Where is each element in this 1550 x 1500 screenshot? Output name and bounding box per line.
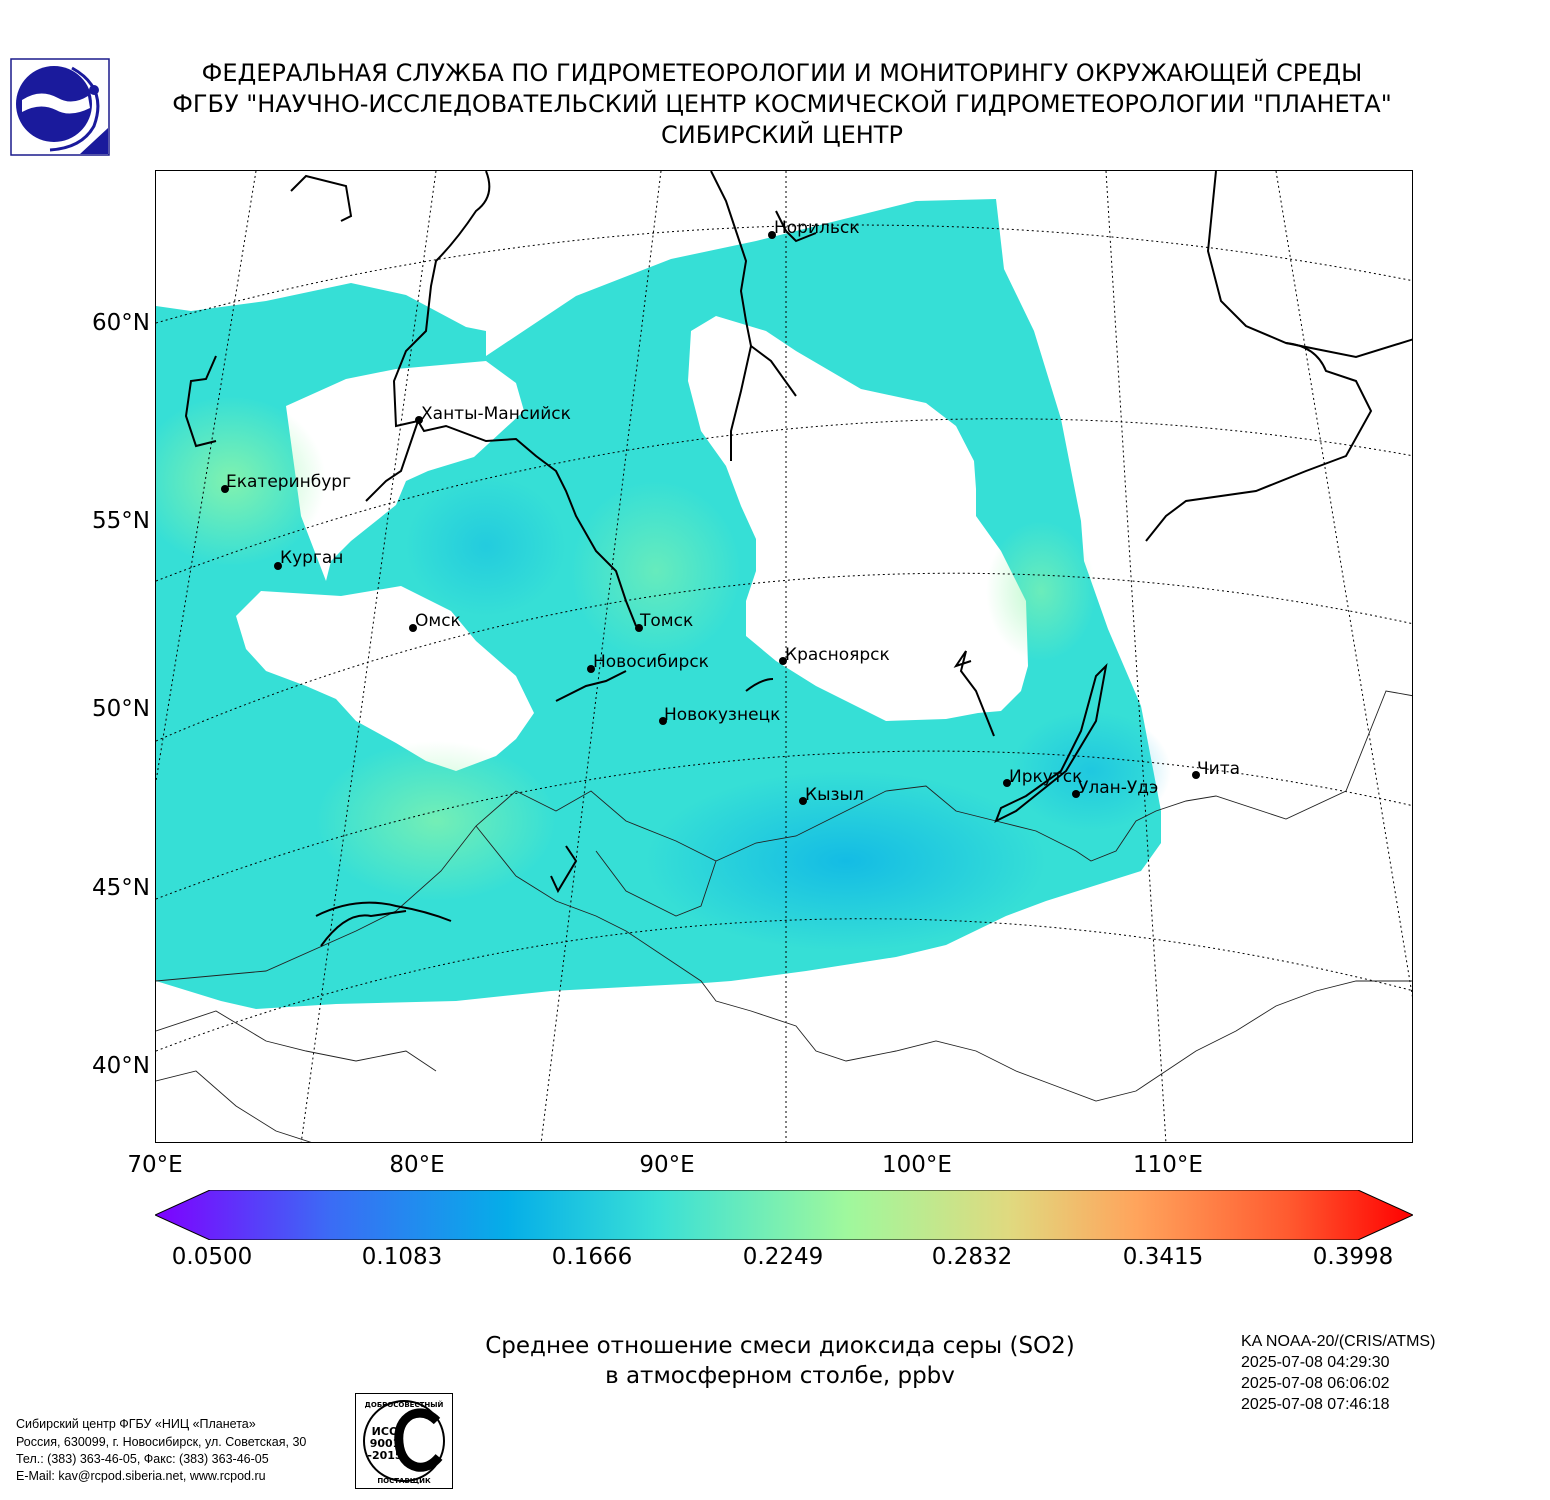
so2-map [155, 170, 1413, 1143]
city-marker [587, 665, 595, 673]
city-marker [779, 657, 787, 665]
city-label-ulan-ude: Улан-Удэ [1078, 778, 1159, 798]
colorbar-tick: 0.3415 [1122, 1244, 1204, 1270]
city-label-tomsk: Томск [640, 611, 694, 631]
footer-line-3: Тел.: (383) 363-46-05, Факс: (383) 363-4… [16, 1452, 269, 1466]
rivers-coast [184, 171, 1412, 947]
city-label-krasnoyarsk: Красноярск [785, 645, 890, 665]
lat-label-45: 45°N [92, 875, 150, 901]
lat-label-50: 50°N [92, 696, 150, 722]
header-line-1: ФЕДЕРАЛЬНАЯ СЛУЖБА ПО ГИДРОМЕТЕОРОЛОГИИ … [201, 59, 1363, 87]
header-line-2: ФГБУ "НАУЧНО-ИССЛЕДОВАТЕЛЬСКИЙ ЦЕНТР КОС… [172, 90, 1392, 118]
lat-label-60: 60°N [92, 310, 150, 336]
lat-label-40: 40°N [92, 1053, 150, 1079]
satellite-name: KA NOAA-20/(CRIS/ATMS) [1241, 1333, 1436, 1350]
footer-line-2: Россия, 630099, г. Новосибирск, ул. Сове… [16, 1435, 307, 1449]
lat-label-55: 55°N [92, 508, 150, 534]
map-title-line-2: в атмосферном столбе, ppbv [605, 1363, 955, 1389]
lon-label-70: 70°E [127, 1152, 183, 1178]
pass-time-1: 2025-07-08 04:29:30 [1241, 1354, 1390, 1371]
iso-bottom-text: ПОСТАВЩИК [377, 1477, 431, 1485]
city-label-kurgan: Курган [280, 548, 344, 568]
iso-top-text: ДОБРОСОВЕСТНЫЙ [365, 1400, 444, 1409]
lon-label-90: 90°E [639, 1152, 695, 1178]
lon-label-80: 80°E [389, 1152, 445, 1178]
city-marker [409, 624, 417, 632]
city-label-yekaterinburg: Екатеринбург [226, 472, 352, 492]
borders [156, 690, 1412, 1142]
colorbar-tick: 0.0500 [171, 1244, 253, 1270]
colorbar-tick: 0.2832 [931, 1244, 1013, 1270]
footer-line-4: E-Mail: kav@rcpod.siberia.net, www.rcpod… [16, 1469, 266, 1483]
city-label-kyzyl: Кызыл [805, 785, 864, 805]
footer-line-1: Сибирский центр ФГБУ «НИЦ «Планета» [16, 1417, 256, 1431]
no-data-hole-1 [286, 361, 524, 581]
map-canvas [156, 171, 1412, 1142]
city-marker [659, 717, 667, 725]
colorbar-tick: 0.1666 [551, 1244, 633, 1270]
city-label-irkutsk: Иркутск [1009, 767, 1083, 787]
no-data-hole-3 [688, 316, 1028, 721]
pass-time-2: 2025-07-08 06:06:02 [1241, 1375, 1390, 1392]
city-marker [1072, 790, 1080, 798]
city-marker [768, 231, 776, 239]
pass-time-3: 2025-07-08 07:46:18 [1241, 1396, 1390, 1413]
city-label-novokuznetsk: Новокузнецк [664, 705, 781, 725]
colorbar-tick: 0.3998 [1312, 1244, 1394, 1270]
city-marker [1003, 779, 1011, 787]
iso-text: ИСО [372, 1425, 399, 1438]
city-label-khanty-mansiysk: Ханты-Мансийск [421, 404, 571, 424]
header-line-3: СИБИРСКИЙ ЦЕНТР [661, 121, 903, 149]
planeta-logo [10, 58, 110, 156]
colorbar [155, 1190, 1413, 1240]
city-label-novosibirsk: Новосибирск [593, 652, 709, 672]
iso-number: 9001 [370, 1437, 401, 1450]
city-marker [799, 797, 807, 805]
city-marker [415, 416, 423, 424]
city-marker [635, 624, 643, 632]
lon-label-100: 100°E [882, 1152, 952, 1178]
city-label-omsk: Омск [415, 611, 461, 631]
iso-certification-badge: ДОБРОСОВЕСТНЫЙ ИСО 9001 -2015 ПОСТАВЩИК [355, 1393, 453, 1489]
lon-label-110: 110°E [1133, 1152, 1203, 1178]
colorbar-tick: 0.2249 [742, 1244, 824, 1270]
city-label-norilsk: Норильск [774, 218, 860, 238]
city-marker [1192, 771, 1200, 779]
colorbar-tick: 0.1083 [361, 1244, 443, 1270]
no-data-hole-2 [236, 586, 534, 771]
map-title-line-1: Среднее отношение смеси диоксида серы (S… [485, 1333, 1075, 1359]
iso-year: -2015 [367, 1449, 402, 1462]
city-marker [221, 485, 229, 493]
city-label-chita: Чита [1197, 759, 1241, 779]
city-marker [274, 562, 282, 570]
